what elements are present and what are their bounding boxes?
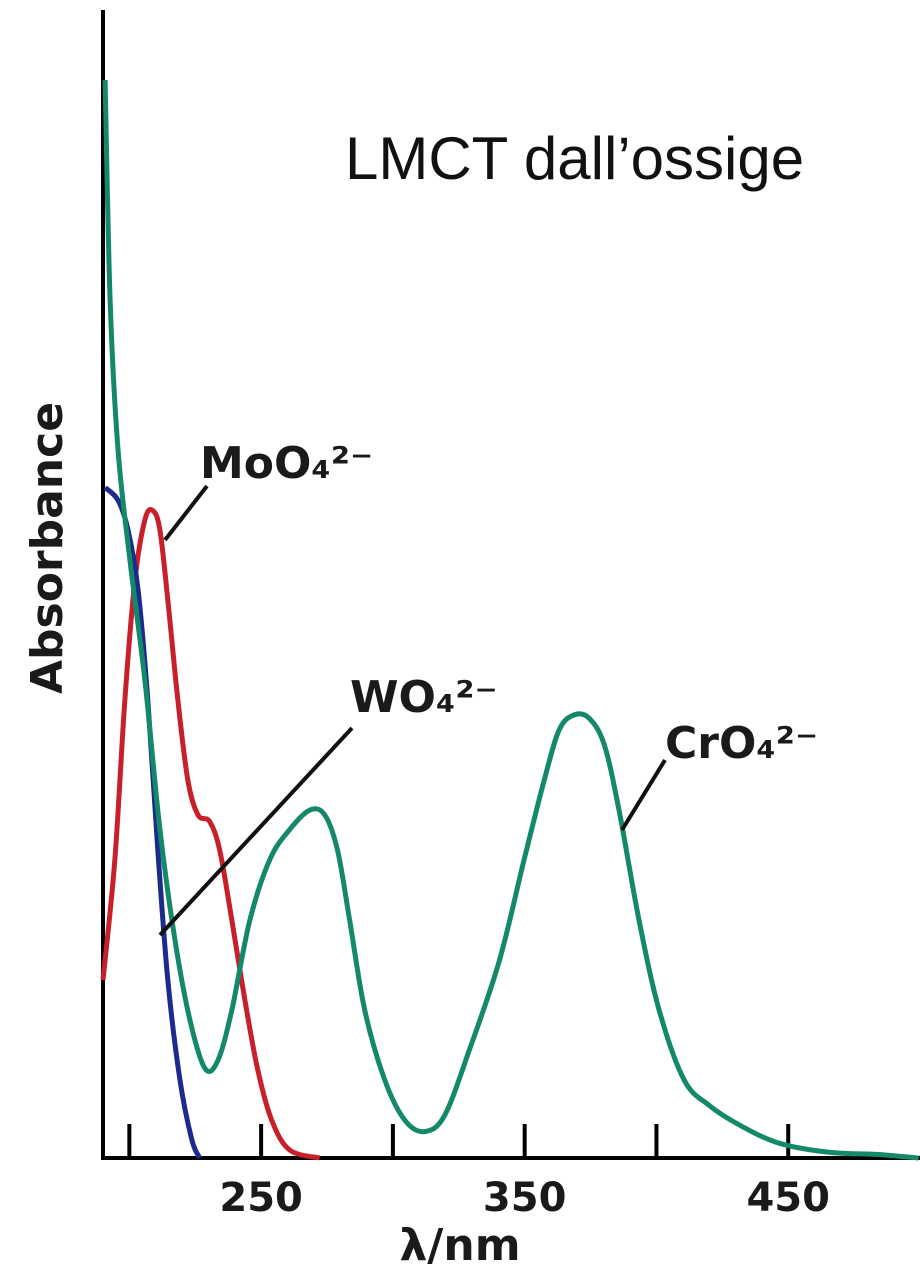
x-tick-label: 350 xyxy=(483,1175,567,1221)
y-axis-label: Absorbance xyxy=(22,402,73,694)
x-tick-label: 450 xyxy=(746,1175,830,1221)
series-label: MoO₄²⁻ xyxy=(200,438,373,489)
label-leader xyxy=(620,758,667,832)
x-axis-label: λ/nm xyxy=(399,1220,520,1271)
series-label: WO₄²⁻ xyxy=(350,672,498,723)
label-leader xyxy=(163,484,209,542)
series-label: CrO₄²⁻ xyxy=(665,718,818,769)
spectrum-line xyxy=(100,507,321,1161)
x-tick-label: 250 xyxy=(219,1175,303,1221)
chart-title: LMCT dall’ossige xyxy=(345,125,804,192)
label-leader xyxy=(158,726,354,937)
spectrum-line xyxy=(102,79,919,1161)
